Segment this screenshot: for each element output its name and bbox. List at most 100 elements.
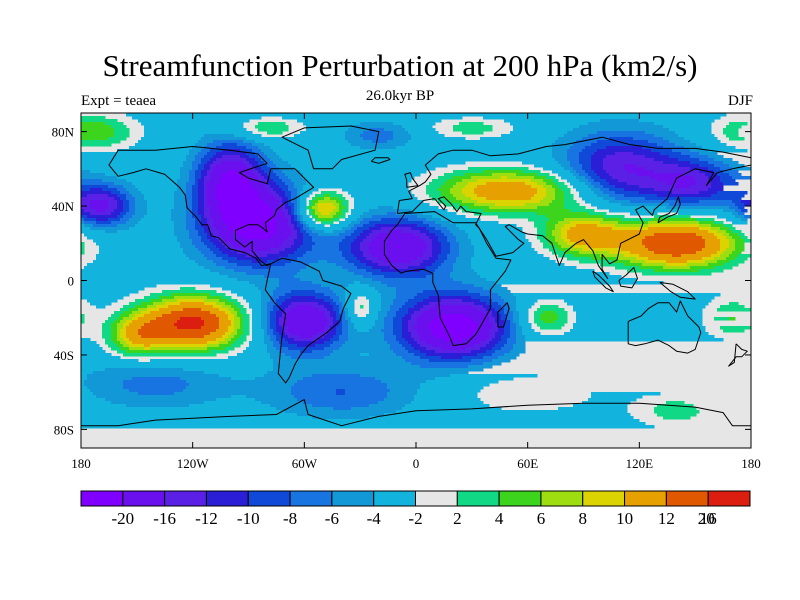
contour-cell [570, 221, 601, 225]
contour-cell [288, 326, 325, 330]
contour-cell [126, 332, 139, 336]
contour-cell [690, 167, 709, 171]
contour-cell [546, 194, 556, 198]
contour-cell [276, 164, 292, 168]
contour-cell [378, 257, 418, 261]
contour-cell [351, 194, 415, 198]
contour-cell [300, 278, 373, 282]
contour-cell [501, 134, 565, 138]
contour-cell [312, 200, 319, 204]
contour-cell [342, 317, 346, 321]
contour-cell [276, 197, 283, 201]
contour-cell [132, 182, 178, 186]
contour-cell [249, 305, 262, 309]
contour-cell [729, 227, 736, 231]
contour-cell [729, 122, 748, 126]
contour-cell [573, 185, 589, 189]
contour-cell [354, 203, 430, 207]
contour-cell [171, 218, 187, 222]
contour-cell [744, 239, 751, 243]
contour-cell [303, 224, 307, 228]
contour-cell [345, 302, 355, 306]
contour-cell [411, 362, 484, 366]
contour-cell [279, 155, 553, 159]
contour-cell [345, 341, 388, 345]
contour-cell [228, 317, 235, 321]
contour-cell [138, 188, 178, 192]
contour-cell [474, 248, 535, 252]
contour-cell [135, 206, 148, 210]
contour-cell [219, 206, 271, 210]
contour-cell [561, 245, 574, 249]
contour-cell [201, 161, 208, 165]
contour-cell [534, 314, 541, 318]
contour-cell [357, 266, 373, 270]
contour-cell [585, 200, 610, 204]
contour-cell [174, 203, 187, 207]
contour-cell [150, 359, 274, 363]
contour-cell [270, 317, 277, 321]
contour-cell [150, 344, 208, 348]
contour-cell [468, 290, 493, 294]
contour-cell [144, 347, 151, 351]
contour-cell [312, 416, 370, 420]
contour-cell [288, 209, 292, 213]
contour-cell [360, 260, 373, 264]
contour-cell [210, 269, 235, 273]
contour-cell [534, 194, 547, 198]
contour-cell [351, 209, 370, 213]
contour-cell [288, 224, 295, 228]
contour-cell [378, 401, 412, 405]
contour-cell [558, 185, 568, 189]
contour-cell [414, 296, 430, 300]
contour-cell [84, 380, 124, 384]
contour-cell [261, 401, 304, 405]
contour-cell [315, 218, 319, 222]
contour-cell [654, 407, 697, 411]
contour-cell [552, 230, 562, 234]
contour-cell [543, 185, 553, 189]
contour-cell [558, 221, 571, 225]
contour-cell [468, 236, 526, 240]
contour-cell [105, 230, 118, 234]
contour-cell [201, 176, 205, 180]
contour-cell [81, 176, 118, 180]
contour-cell [120, 335, 127, 339]
contour-cell [639, 185, 676, 189]
contour-cell [510, 350, 526, 354]
contour-cell [372, 278, 454, 282]
contour-cell [81, 119, 118, 123]
contour-cell [129, 314, 136, 318]
contour-cell [438, 257, 448, 261]
contour-cell [453, 278, 487, 282]
contour-cell [450, 248, 460, 252]
contour-cell [738, 254, 751, 258]
contour-cell [492, 338, 502, 342]
contour-cell [294, 182, 307, 186]
contour-cell [279, 176, 289, 180]
contour-cell [279, 350, 301, 354]
coastline-path [81, 399, 751, 427]
contour-cell [207, 344, 220, 348]
contour-cell [312, 212, 316, 216]
contour-cell [222, 173, 241, 177]
contour-cell [177, 185, 187, 189]
contour-cell [336, 263, 355, 267]
contour-cell [120, 347, 130, 351]
coastline-path [728, 343, 748, 367]
contour-cell [81, 314, 85, 318]
contour-cell [138, 329, 217, 333]
contour-cell [123, 206, 130, 210]
contour-cell [678, 134, 715, 138]
contour-cell [198, 167, 205, 171]
contour-cell [423, 311, 484, 315]
contour-cell [402, 317, 412, 321]
contour-cell [345, 257, 358, 261]
contour-cell [252, 335, 265, 339]
contour-cell [237, 332, 244, 336]
contour-cell [525, 338, 724, 342]
contour-cell [600, 254, 625, 258]
contour-cell [438, 200, 451, 204]
contour-cell [405, 143, 553, 147]
